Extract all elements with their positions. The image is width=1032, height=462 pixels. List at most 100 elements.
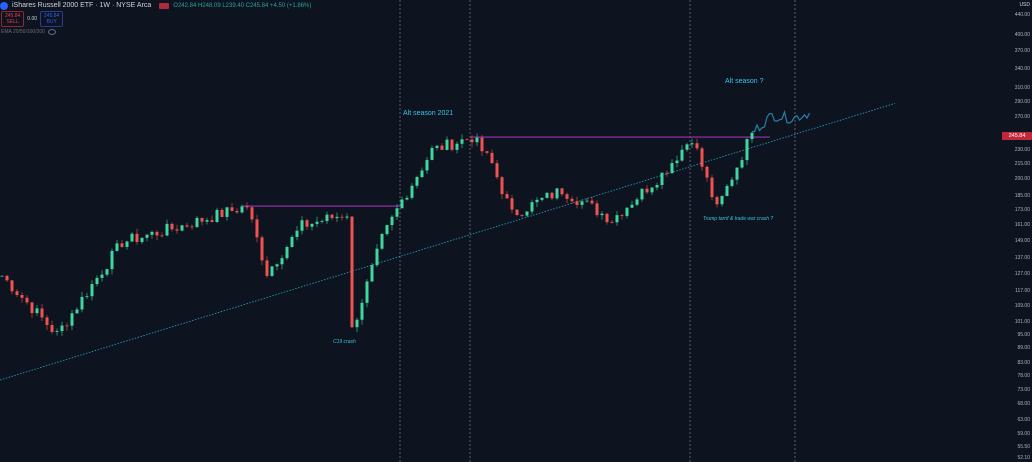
y-tick-label: 215.00 bbox=[1014, 161, 1030, 168]
candle-body bbox=[680, 149, 684, 161]
candle-body bbox=[205, 220, 209, 222]
candle-body bbox=[180, 225, 184, 231]
candle-body bbox=[0, 275, 4, 277]
y-tick-label: 63.00 bbox=[1017, 417, 1030, 424]
y-tick-label: 200.00 bbox=[1014, 176, 1030, 183]
y-tick-label: 340.00 bbox=[1014, 65, 1030, 72]
candle-body bbox=[600, 213, 604, 216]
candle-body bbox=[615, 215, 619, 223]
candle-body bbox=[695, 143, 699, 149]
candle-body bbox=[95, 277, 99, 285]
candle-body bbox=[245, 206, 249, 208]
candle-body bbox=[165, 223, 169, 236]
y-tick-label: 310.00 bbox=[1014, 85, 1030, 92]
y-tick-label: 290.00 bbox=[1014, 98, 1030, 105]
candle-body bbox=[655, 185, 659, 188]
candle-body bbox=[430, 147, 434, 160]
candle-body bbox=[675, 160, 679, 164]
trade-buttons: 245.84 SELL 0.00 245.84 BUY bbox=[1, 11, 64, 27]
y-tick-label: 68.00 bbox=[1017, 401, 1030, 408]
y-tick-label: 73.00 bbox=[1017, 386, 1030, 393]
candle-body bbox=[100, 274, 104, 278]
candle-body bbox=[490, 152, 494, 164]
candle-body bbox=[750, 132, 754, 140]
candle-body bbox=[120, 243, 124, 247]
candle-body bbox=[595, 203, 599, 216]
candle-body bbox=[645, 188, 649, 193]
candle-body bbox=[700, 148, 704, 167]
candle-body bbox=[210, 220, 214, 223]
candle-body bbox=[510, 198, 514, 210]
candle-body bbox=[395, 208, 399, 217]
candle-body bbox=[670, 163, 674, 174]
candle-body bbox=[300, 220, 304, 231]
buy-button[interactable]: 245.84 BUY bbox=[40, 11, 64, 27]
candle-body bbox=[475, 137, 479, 143]
candle-body bbox=[285, 246, 289, 259]
indicator-legend[interactable]: EMA 20/50/100/200 bbox=[1, 29, 56, 35]
y-tick-label: 117.00 bbox=[1015, 288, 1030, 295]
candle-body bbox=[160, 235, 164, 237]
y-tick-label: 89.00 bbox=[1017, 345, 1030, 352]
candle-body bbox=[190, 226, 194, 228]
annotation-c19-crash: C19 crash bbox=[333, 339, 356, 345]
candle-body bbox=[280, 258, 284, 265]
candle-body bbox=[260, 237, 264, 261]
flag-icon[interactable] bbox=[159, 2, 170, 9]
candle-body bbox=[250, 207, 254, 220]
y-tick-label: 83.00 bbox=[1017, 359, 1030, 366]
y-tick-label: 161.00 bbox=[1014, 221, 1030, 228]
candle-body bbox=[385, 225, 389, 235]
candle-body bbox=[130, 233, 134, 242]
y-tick-label: 52.10 bbox=[1017, 455, 1030, 461]
candle-body bbox=[240, 206, 244, 213]
candle-body bbox=[690, 143, 694, 145]
price-chart[interactable] bbox=[0, 0, 985, 462]
candle-body bbox=[80, 296, 84, 310]
candle-body bbox=[150, 231, 154, 235]
y-tick-label: 59.00 bbox=[1017, 430, 1030, 437]
eye-icon[interactable] bbox=[47, 29, 56, 35]
buy-label: BUY bbox=[46, 19, 57, 25]
y-tick-label: 127.00 bbox=[1014, 271, 1030, 278]
symbol-title[interactable]: iShares Russell 2000 ETF · 1W · NYSE Arc… bbox=[12, 2, 152, 9]
candle-body bbox=[635, 199, 639, 205]
candle-body bbox=[355, 319, 359, 328]
candle-body bbox=[50, 325, 54, 332]
candle-body bbox=[60, 325, 64, 332]
y-tick-label: 95.00 bbox=[1017, 331, 1030, 338]
candle-body bbox=[380, 234, 384, 249]
indicator-label: EMA 20/50/100/200 bbox=[1, 29, 45, 35]
candle-body bbox=[500, 177, 504, 195]
candle-body bbox=[215, 209, 219, 223]
price-axis[interactable]: USD 440.00 400.00 370.00 340.00 310.00 290.00… bbox=[985, 0, 1032, 462]
candle-body bbox=[40, 308, 44, 318]
annotation-alt-season: Alt season ? bbox=[725, 78, 764, 85]
candle-body bbox=[105, 269, 109, 275]
candle-body bbox=[470, 139, 474, 143]
y-tick-label: 173.00 bbox=[1014, 206, 1030, 213]
candle-body bbox=[135, 233, 139, 242]
candle-body bbox=[405, 197, 409, 200]
candle-body bbox=[745, 139, 749, 161]
candle-body bbox=[625, 207, 629, 216]
candle-body bbox=[630, 204, 634, 208]
candle-body bbox=[650, 187, 654, 193]
candle-body bbox=[335, 216, 339, 219]
candle-body bbox=[435, 145, 439, 148]
y-tick-label: 55.50 bbox=[1017, 443, 1030, 450]
candle-body bbox=[5, 275, 9, 281]
candle-body bbox=[115, 243, 119, 251]
currency-label[interactable]: USD bbox=[1019, 2, 1030, 8]
y-tick-label: 109.00 bbox=[1014, 302, 1030, 309]
candle-body bbox=[85, 296, 89, 298]
sell-button[interactable]: 245.84 SELL bbox=[1, 11, 25, 27]
projection-path bbox=[751, 109, 811, 133]
candle-body bbox=[90, 284, 94, 297]
candle-body bbox=[65, 325, 69, 327]
candle-body bbox=[370, 265, 374, 282]
symbol-logo-icon bbox=[0, 1, 8, 10]
candle-body bbox=[570, 198, 574, 202]
candle-body bbox=[555, 188, 559, 199]
candle-body bbox=[605, 213, 609, 223]
